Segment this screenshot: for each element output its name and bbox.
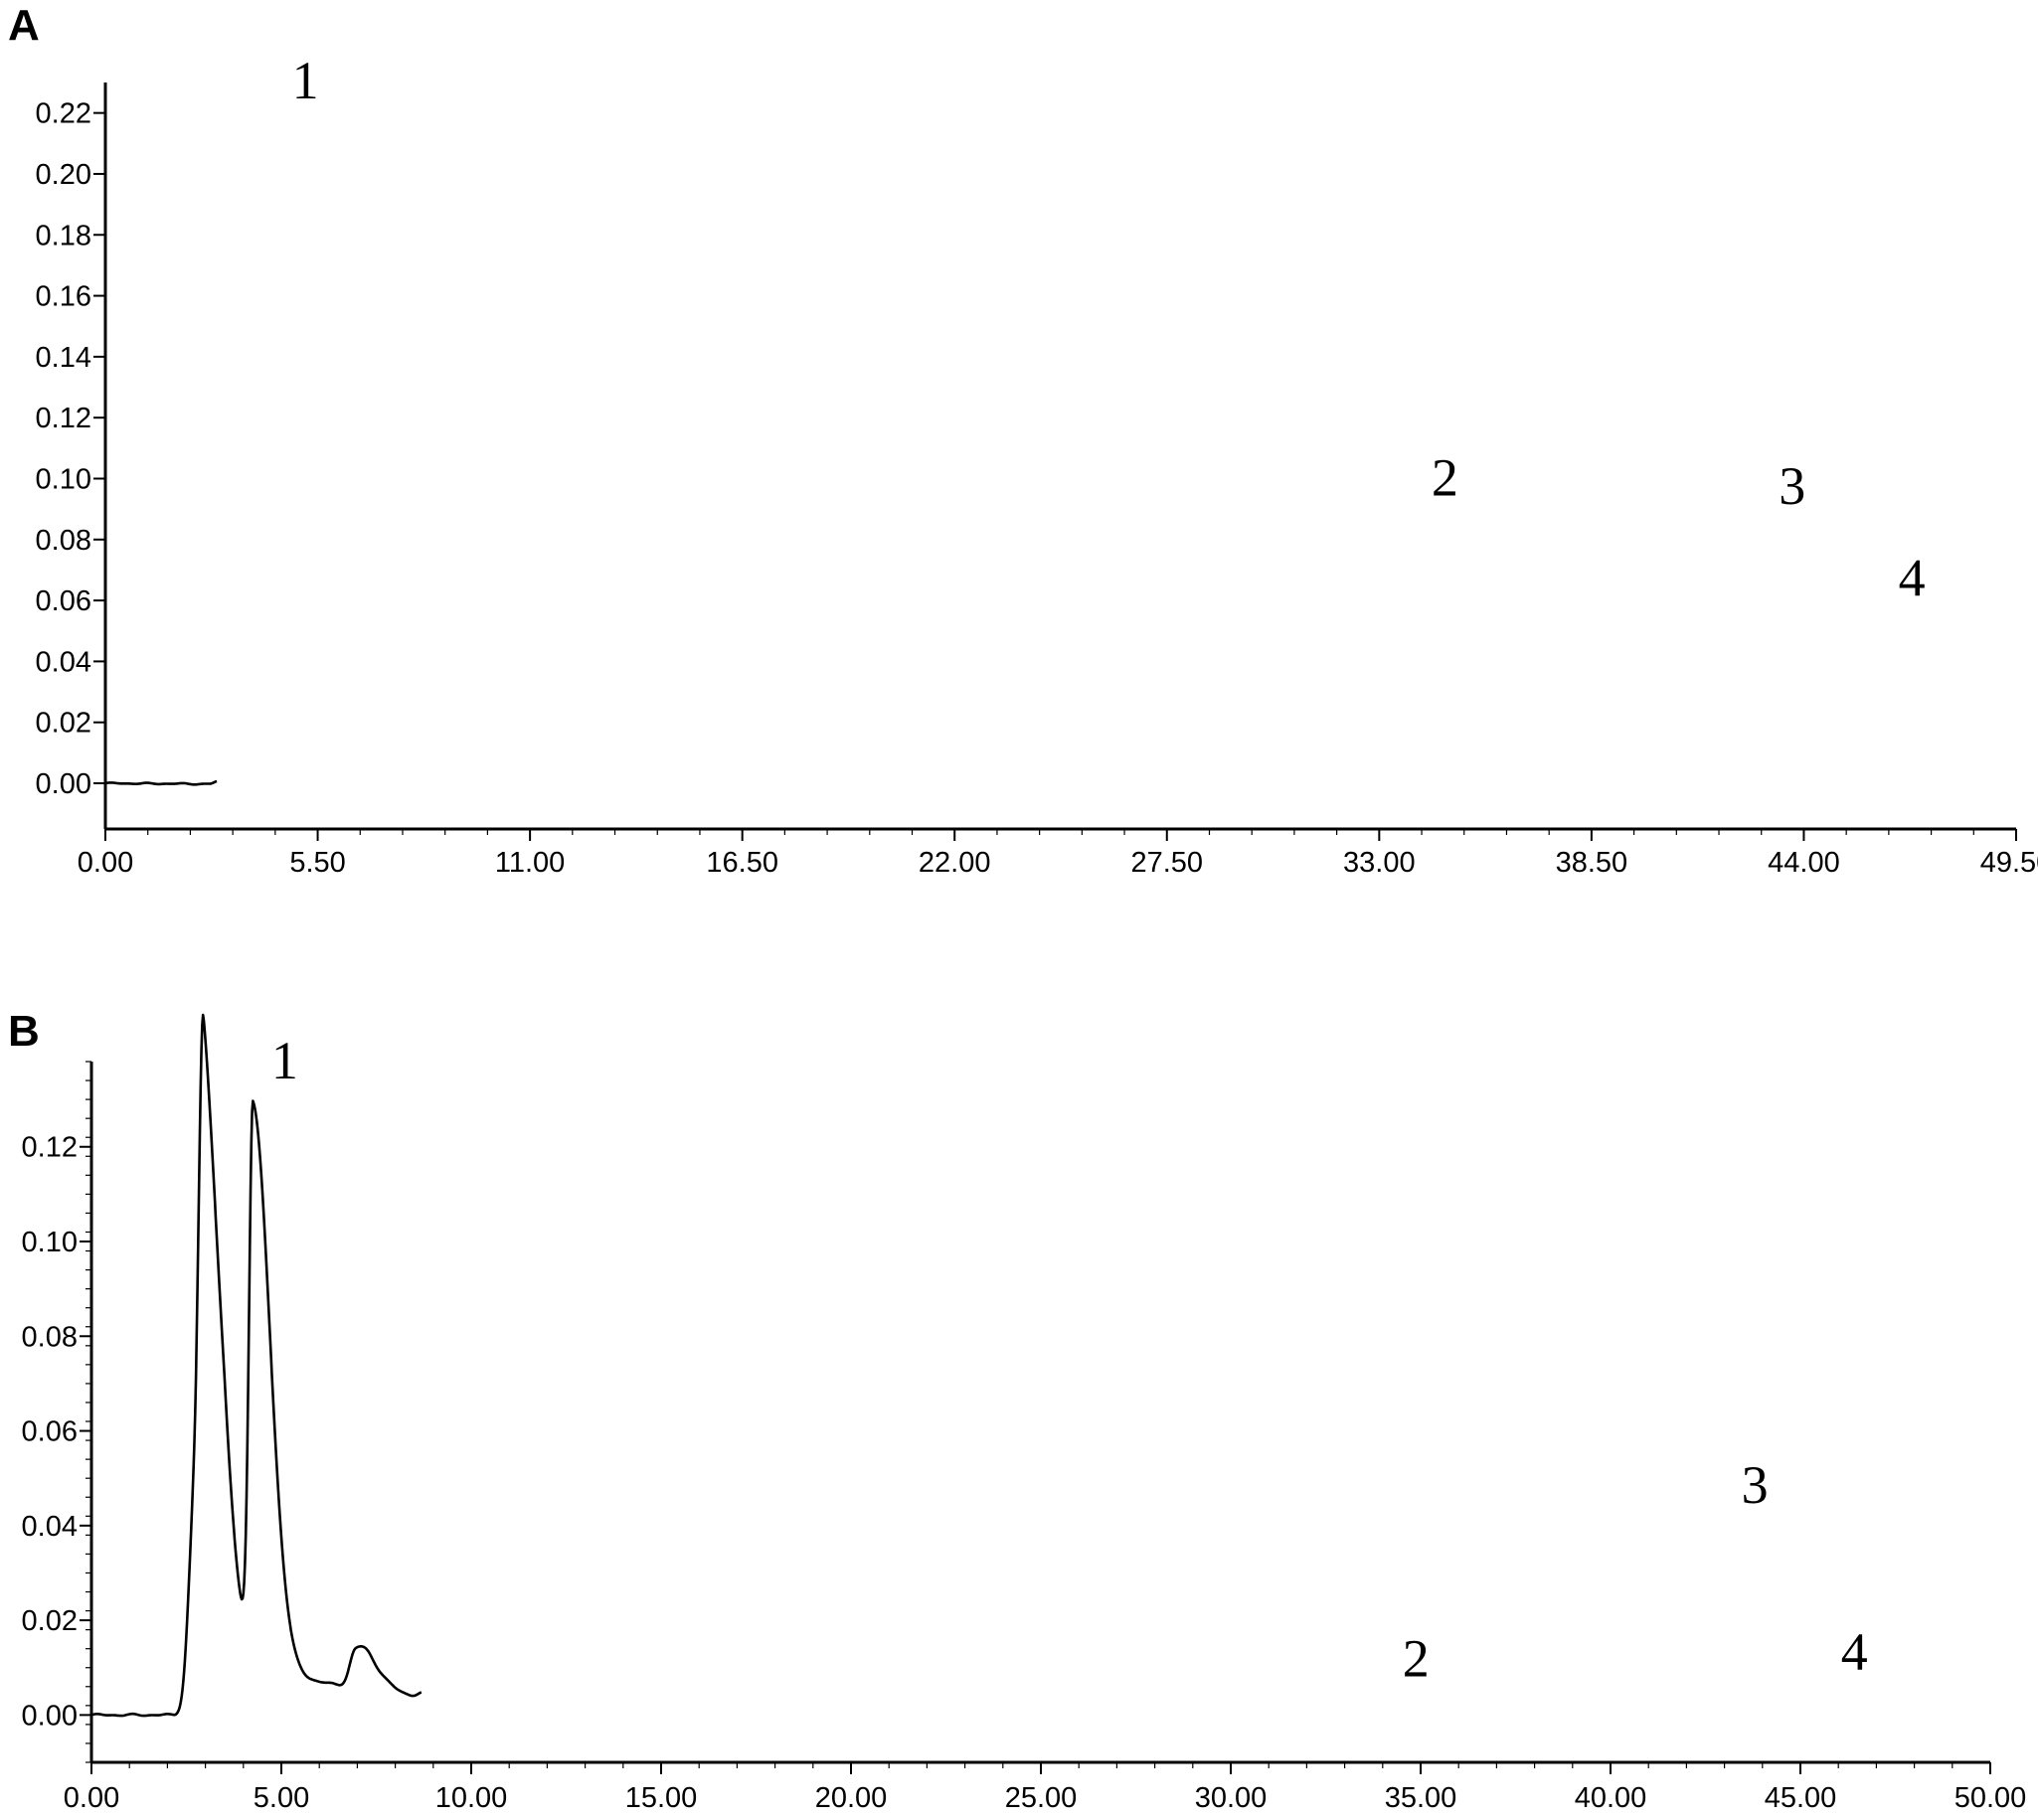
y-tick-label: 0.04 <box>22 1511 78 1543</box>
x-tick-label: 0.00 <box>64 1782 119 1814</box>
x-tick-label: 10.00 <box>435 1782 508 1814</box>
x-tick-label: 38.50 <box>1556 847 1628 879</box>
peak-label: 4 <box>1841 1622 1868 1682</box>
y-tick-label: 0.14 <box>36 342 91 374</box>
x-tick-label: 44.00 <box>1768 847 1840 879</box>
peak-label: 3 <box>1779 456 1805 516</box>
y-tick-label: 0.06 <box>36 585 91 617</box>
y-tick-label: 0.00 <box>36 768 91 800</box>
peak-label: 2 <box>1403 1628 1430 1688</box>
y-tick-label: 0.08 <box>22 1321 78 1353</box>
peak-label: 2 <box>1432 448 1458 508</box>
y-tick-label: 0.10 <box>36 463 91 495</box>
y-tick-label: 0.10 <box>22 1227 78 1258</box>
x-tick-label: 22.00 <box>919 847 991 879</box>
y-tick-label: 0.08 <box>36 525 91 557</box>
x-tick-label: 27.50 <box>1130 847 1203 879</box>
x-tick-label: 35.00 <box>1385 1782 1457 1814</box>
x-tick-label: 40.00 <box>1575 1782 1647 1814</box>
y-tick-label: 0.12 <box>36 403 91 434</box>
y-tick-label: 0.12 <box>22 1132 78 1164</box>
panel-label-a: A <box>8 1 40 50</box>
x-tick-label: 5.50 <box>289 847 345 879</box>
peak-label: 1 <box>292 51 319 110</box>
x-tick-label: 11.00 <box>495 847 565 879</box>
chromatogram-panel-b: B 0.12 0.10 0.08 0.06 0.04 0.02 0.00 0.00 5.00 10… <box>8 1007 2026 1814</box>
y-tick-label: 0.02 <box>22 1605 78 1637</box>
peak-label: 3 <box>1742 1455 1769 1515</box>
chromatogram-trace <box>104 779 218 786</box>
y-tick-label: 0.02 <box>36 708 91 740</box>
y-tick-label: 0.16 <box>36 281 91 313</box>
x-tick-label: 49.50 <box>1980 847 2038 879</box>
x-tick-label: 20.00 <box>815 1782 888 1814</box>
chromatogram-trace <box>90 1013 423 1718</box>
panel-label-b: B <box>8 1007 40 1056</box>
y-tick-label: 0.22 <box>36 98 91 130</box>
y-tick-label: 0.18 <box>36 220 91 251</box>
x-tick-label: 15.00 <box>625 1782 698 1814</box>
x-tick-label: 33.00 <box>1343 847 1416 879</box>
y-tick-label: 0.00 <box>22 1700 78 1732</box>
x-tick-label: 25.00 <box>1005 1782 1078 1814</box>
x-tick-label: 30.00 <box>1195 1782 1268 1814</box>
peak-label: 4 <box>1899 549 1926 608</box>
x-tick-label: 50.00 <box>1954 1782 2027 1814</box>
x-tick-label: 5.00 <box>254 1782 309 1814</box>
x-tick-label: 0.00 <box>78 847 133 879</box>
x-tick-label: 45.00 <box>1765 1782 1837 1814</box>
chromatogram-panel-a: A 0.22 0.20 0.18 0.16 0.14 0.12 0.10 0.08 0.06 0.… <box>8 1 2038 879</box>
peak-label: 1 <box>271 1031 298 1090</box>
y-tick-label: 0.04 <box>36 646 91 678</box>
x-tick-label: 16.50 <box>706 847 778 879</box>
y-tick-label: 0.20 <box>36 159 91 191</box>
y-tick-label: 0.06 <box>22 1416 78 1448</box>
